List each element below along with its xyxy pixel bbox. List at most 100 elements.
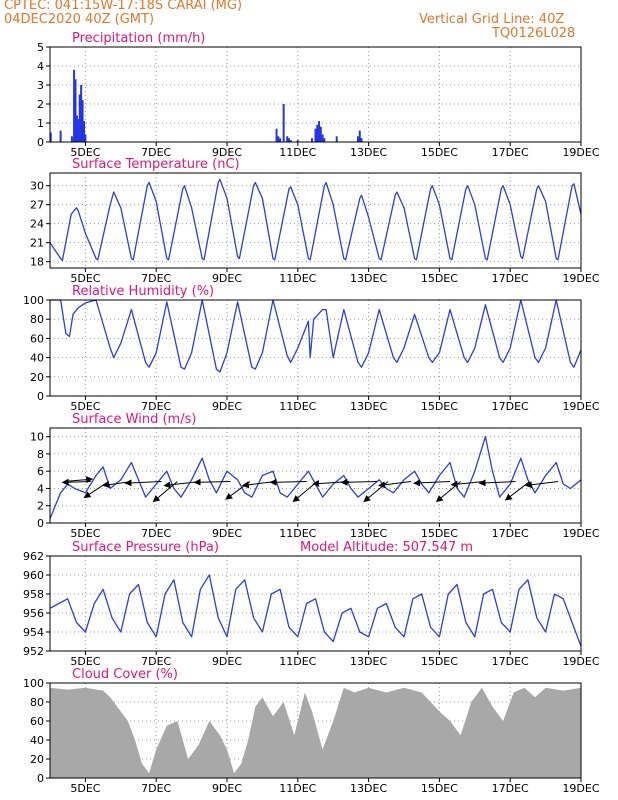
- wind-arrow: [378, 481, 412, 489]
- panel-frame: [49, 172, 582, 269]
- precip-bar: [287, 138, 290, 142]
- precip-bar: [73, 69, 76, 142]
- x-tick-label: 7DEC: [141, 782, 171, 795]
- x-tick-label: 5DEC: [70, 400, 100, 413]
- panel-cloud: Cloud Cover (%) 0 20 40 60 80 100 5DEC 7DEC 9DEC 1…: [23, 667, 600, 795]
- x-tick-label: 9DEC: [212, 655, 242, 668]
- x-tick-label: 15DEC: [421, 400, 458, 413]
- x-tick-label: 19DEC: [562, 655, 599, 668]
- y-tick-label: 954: [23, 626, 44, 639]
- precip-bar: [75, 115, 78, 142]
- precip-bar: [81, 100, 84, 142]
- precip-bar: [74, 79, 77, 142]
- x-tick-label: 11DEC: [279, 655, 316, 668]
- wind-arrow: [450, 480, 484, 488]
- precip-bar: [310, 138, 313, 142]
- y-tick-label: 27: [30, 199, 44, 212]
- x-tick-label: 11DEC: [279, 527, 316, 540]
- x-tick-label: 19DEC: [562, 527, 599, 540]
- x-tick-label: 19DEC: [562, 146, 599, 159]
- precip-bar: [84, 134, 87, 142]
- y-tick-label: 960: [23, 569, 44, 582]
- precip-bar: [78, 94, 81, 142]
- y-tick-label: 30: [30, 180, 44, 193]
- panel-title: Cloud Cover (%): [72, 667, 178, 682]
- x-tick-label: 15DEC: [421, 527, 458, 540]
- series-line-rh: [50, 299, 582, 373]
- precip-bar: [282, 104, 285, 142]
- x-tick-label: 9DEC: [212, 400, 242, 413]
- series-line-wind: [49, 435, 582, 519]
- y-tick-label: 1: [37, 117, 44, 130]
- panel-title: Precipitation (mm/h): [72, 31, 205, 46]
- precip-bar: [314, 128, 317, 142]
- precip-bar: [318, 121, 321, 142]
- y-tick-label: 8: [37, 448, 44, 461]
- y-tick-label: 6: [37, 465, 44, 478]
- precip-bar: [319, 126, 322, 142]
- precip-bar: [358, 130, 361, 142]
- x-tick-label: 17DEC: [492, 272, 529, 285]
- y-tick-label: 5: [37, 41, 44, 54]
- header-model-code: TQ0126L028: [492, 26, 576, 41]
- x-tick-label: 17DEC: [492, 782, 529, 795]
- panel-frame: [49, 427, 582, 524]
- y-tick-label: 0: [37, 772, 44, 785]
- precip-bar: [356, 136, 359, 142]
- y-tick-label: 2: [37, 500, 44, 513]
- precip-bar: [80, 85, 83, 142]
- x-tick-label: 11DEC: [279, 400, 316, 413]
- x-tick-label: 9DEC: [212, 527, 242, 540]
- x-tick-label: 13DEC: [350, 272, 387, 285]
- y-tick-label: 10: [30, 431, 44, 444]
- x-tick-label: 7DEC: [141, 400, 171, 413]
- precip-bar: [296, 140, 299, 142]
- panel-title: Surface Wind (m/s): [72, 412, 196, 427]
- x-tick-label: 13DEC: [350, 527, 387, 540]
- y-tick-label: 3: [37, 79, 44, 92]
- y-tick-label: 952: [23, 645, 44, 658]
- x-tick-label: 5DEC: [70, 146, 100, 159]
- y-tick-label: 20: [30, 371, 44, 384]
- y-tick-label: 4: [37, 482, 44, 495]
- wind-arrow: [193, 478, 231, 486]
- y-tick-label: 0: [37, 390, 44, 403]
- x-tick-label: 15DEC: [421, 782, 458, 795]
- x-tick-label: 11DEC: [279, 782, 316, 795]
- cloud-cover-area: [50, 687, 581, 778]
- precip-bar: [335, 136, 338, 142]
- x-tick-label: 7DEC: [141, 146, 171, 159]
- y-tick-label: 60: [30, 332, 44, 345]
- wind-arrow: [340, 478, 378, 486]
- x-tick-label: 7DEC: [141, 655, 171, 668]
- y-tick-label: 24: [30, 218, 44, 231]
- wind-arrow: [225, 481, 251, 500]
- x-tick-label: 19DEC: [562, 400, 599, 413]
- x-tick-label: 15DEC: [421, 272, 458, 285]
- y-tick-label: 956: [23, 607, 44, 620]
- series-line-press: [49, 574, 582, 647]
- y-tick-label: 40: [30, 734, 44, 747]
- precip-bar: [289, 140, 292, 142]
- precip-bar: [316, 124, 319, 142]
- panel-wind: Surface Wind (m/s) 0 2 4 6 8 10 5DEC 7DEC 9DEC 11D…: [30, 412, 600, 540]
- y-tick-label: 958: [23, 588, 44, 601]
- precip-bar: [360, 138, 363, 142]
- wind-arrow: [413, 479, 451, 487]
- x-tick-label: 5DEC: [70, 782, 100, 795]
- x-tick-label: 7DEC: [141, 527, 171, 540]
- series-line-temp: [49, 178, 582, 262]
- x-tick-label: 15DEC: [421, 146, 458, 159]
- x-tick-label: 13DEC: [350, 146, 387, 159]
- x-tick-label: 17DEC: [492, 655, 529, 668]
- header-station-line: CPTEC: 041:15W-17:18S CARAI (MG): [4, 0, 243, 13]
- wind-arrow: [269, 478, 307, 486]
- x-tick-label: 13DEC: [350, 655, 387, 668]
- header-date-line: 04DEC2020 40Z (GMT): [4, 12, 155, 27]
- panel-title: Surface Pressure (hPa): [72, 540, 219, 555]
- panel-frame: [49, 299, 582, 397]
- precip-bar: [77, 119, 80, 142]
- y-tick-label: 0: [37, 517, 44, 530]
- precip-bar: [286, 136, 289, 142]
- y-tick-label: 60: [30, 715, 44, 728]
